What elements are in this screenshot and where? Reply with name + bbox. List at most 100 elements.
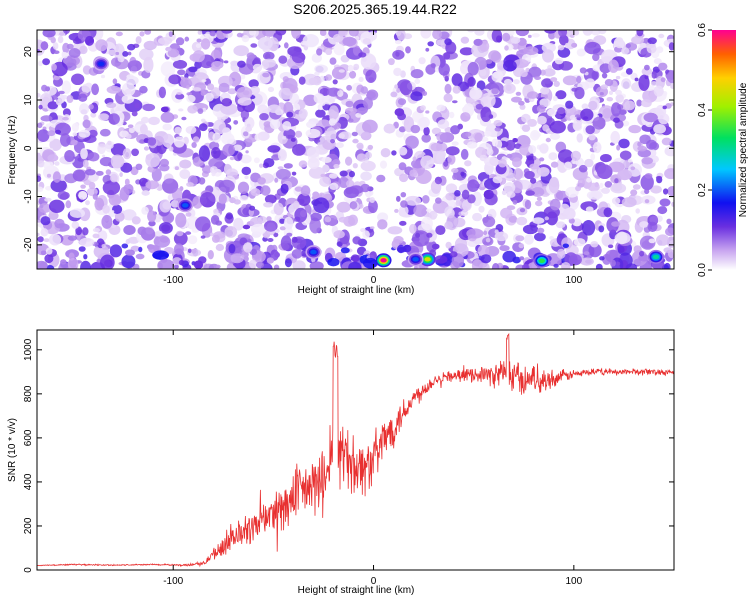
heatmap-cell <box>282 135 287 140</box>
heatmap-cell <box>208 157 224 169</box>
heatmap-cell <box>562 75 578 86</box>
heatmap-cell <box>309 217 321 234</box>
heatmap-cell <box>188 66 198 73</box>
heatmap-y-axis: -20 -10 0 10 20 <box>23 46 674 252</box>
heatmap-cell <box>298 108 308 119</box>
heatmap-cell <box>496 35 502 43</box>
heatmap-cell <box>632 184 641 190</box>
heatmap-cell <box>127 51 132 56</box>
heatmap-cell <box>405 46 411 54</box>
heatmap-cell <box>432 30 443 40</box>
heatmap-y-tick-label: 0 <box>23 145 34 151</box>
heatmap-cell <box>199 123 208 132</box>
heatmap-cell <box>221 98 232 107</box>
heatmap-cell <box>98 143 106 148</box>
heatmap-cell <box>491 87 499 95</box>
heatmap-cell <box>38 104 43 110</box>
heatmap-cell <box>664 168 674 180</box>
colorbar-gradient <box>712 30 736 270</box>
heatmap-cell <box>328 105 339 120</box>
heatmap-cell <box>237 153 243 161</box>
heatmap-cell <box>555 221 566 229</box>
snr-x-tick-label: -100 <box>163 576 183 587</box>
heatmap-cell <box>614 39 626 49</box>
heatmap-cell <box>410 124 421 134</box>
heatmap-cell <box>140 124 148 135</box>
heatmap-cell <box>379 160 388 169</box>
heatmap-cell <box>596 164 613 179</box>
heatmap-cell <box>209 30 216 37</box>
heatmap-cell <box>308 77 318 85</box>
heatmap-cell <box>443 161 449 167</box>
heatmap-cell <box>495 139 503 149</box>
heatmap-cell <box>147 210 157 223</box>
heatmap-cell <box>142 103 156 112</box>
heatmap-cell <box>92 193 98 200</box>
heatmap-cell <box>529 163 539 170</box>
heatmap-cell <box>553 80 560 87</box>
heatmap-cell <box>221 132 235 145</box>
heatmap-cell <box>165 46 172 52</box>
heatmap-cell <box>369 190 374 196</box>
heatmap-cell <box>438 63 450 76</box>
heatmap-cell <box>109 244 123 258</box>
heatmap-cell <box>141 190 150 196</box>
heatmap-cell <box>227 88 237 95</box>
heatmap-cell <box>436 39 446 46</box>
heatmap-cell <box>198 177 206 185</box>
heatmap-cell <box>562 243 569 249</box>
heatmap-cell <box>66 43 74 50</box>
heatmap-x-label: Height of straight line (km) <box>298 285 415 296</box>
heatmap-cell <box>338 30 348 37</box>
heatmap-cell <box>241 166 252 176</box>
heatmap-cell <box>586 177 592 183</box>
heatmap-cell <box>639 221 649 228</box>
heatmap-cell <box>267 104 281 113</box>
heatmap-cell <box>308 137 315 142</box>
heatmap-cell <box>665 103 672 109</box>
heatmap-cell <box>647 214 659 226</box>
heatmap-cell <box>37 186 44 193</box>
heatmap-cell <box>275 30 287 36</box>
heatmap-cell <box>179 159 192 169</box>
heatmap-cell <box>105 169 112 176</box>
heatmap-cell <box>349 201 358 210</box>
heatmap-cell <box>253 157 260 164</box>
heatmap-cell <box>331 66 347 80</box>
heatmap-cell <box>367 144 374 150</box>
heatmap-cell <box>319 88 330 96</box>
heatmap-cell <box>178 259 185 266</box>
heatmap-cell <box>88 104 94 110</box>
heatmap-cell <box>298 160 308 168</box>
heatmap-cell <box>457 81 469 92</box>
heatmap-cell <box>50 179 67 193</box>
heatmap-cell <box>85 35 94 46</box>
heatmap-cell <box>283 128 296 139</box>
heatmap-cell <box>162 123 172 131</box>
heatmap-hot-spot <box>310 249 317 255</box>
heatmap-cell <box>603 207 613 218</box>
heatmap-cell <box>397 98 407 106</box>
heatmap-cell <box>352 236 362 245</box>
heatmap-cell <box>558 30 568 37</box>
snr-x-tick-label: 0 <box>371 576 377 587</box>
heatmap-cell <box>575 185 582 192</box>
heatmap-cell <box>598 225 605 233</box>
snr-x-label: Height of straight line (km) <box>298 585 415 596</box>
heatmap-cell <box>505 139 516 151</box>
heatmap-cell <box>525 161 530 165</box>
heatmap-cell <box>307 157 320 169</box>
heatmap-cell <box>339 170 348 177</box>
heatmap-cell <box>426 240 438 253</box>
heatmap-cell <box>608 244 614 249</box>
heatmap-cell <box>415 232 420 238</box>
heatmap-cell <box>500 207 513 219</box>
heatmap-cell <box>215 264 221 269</box>
heatmap-cell <box>278 87 293 100</box>
heatmap-cell <box>452 174 458 181</box>
heatmap-cell <box>625 68 633 75</box>
heatmap-cell <box>569 34 575 38</box>
heatmap-cell <box>663 188 669 195</box>
